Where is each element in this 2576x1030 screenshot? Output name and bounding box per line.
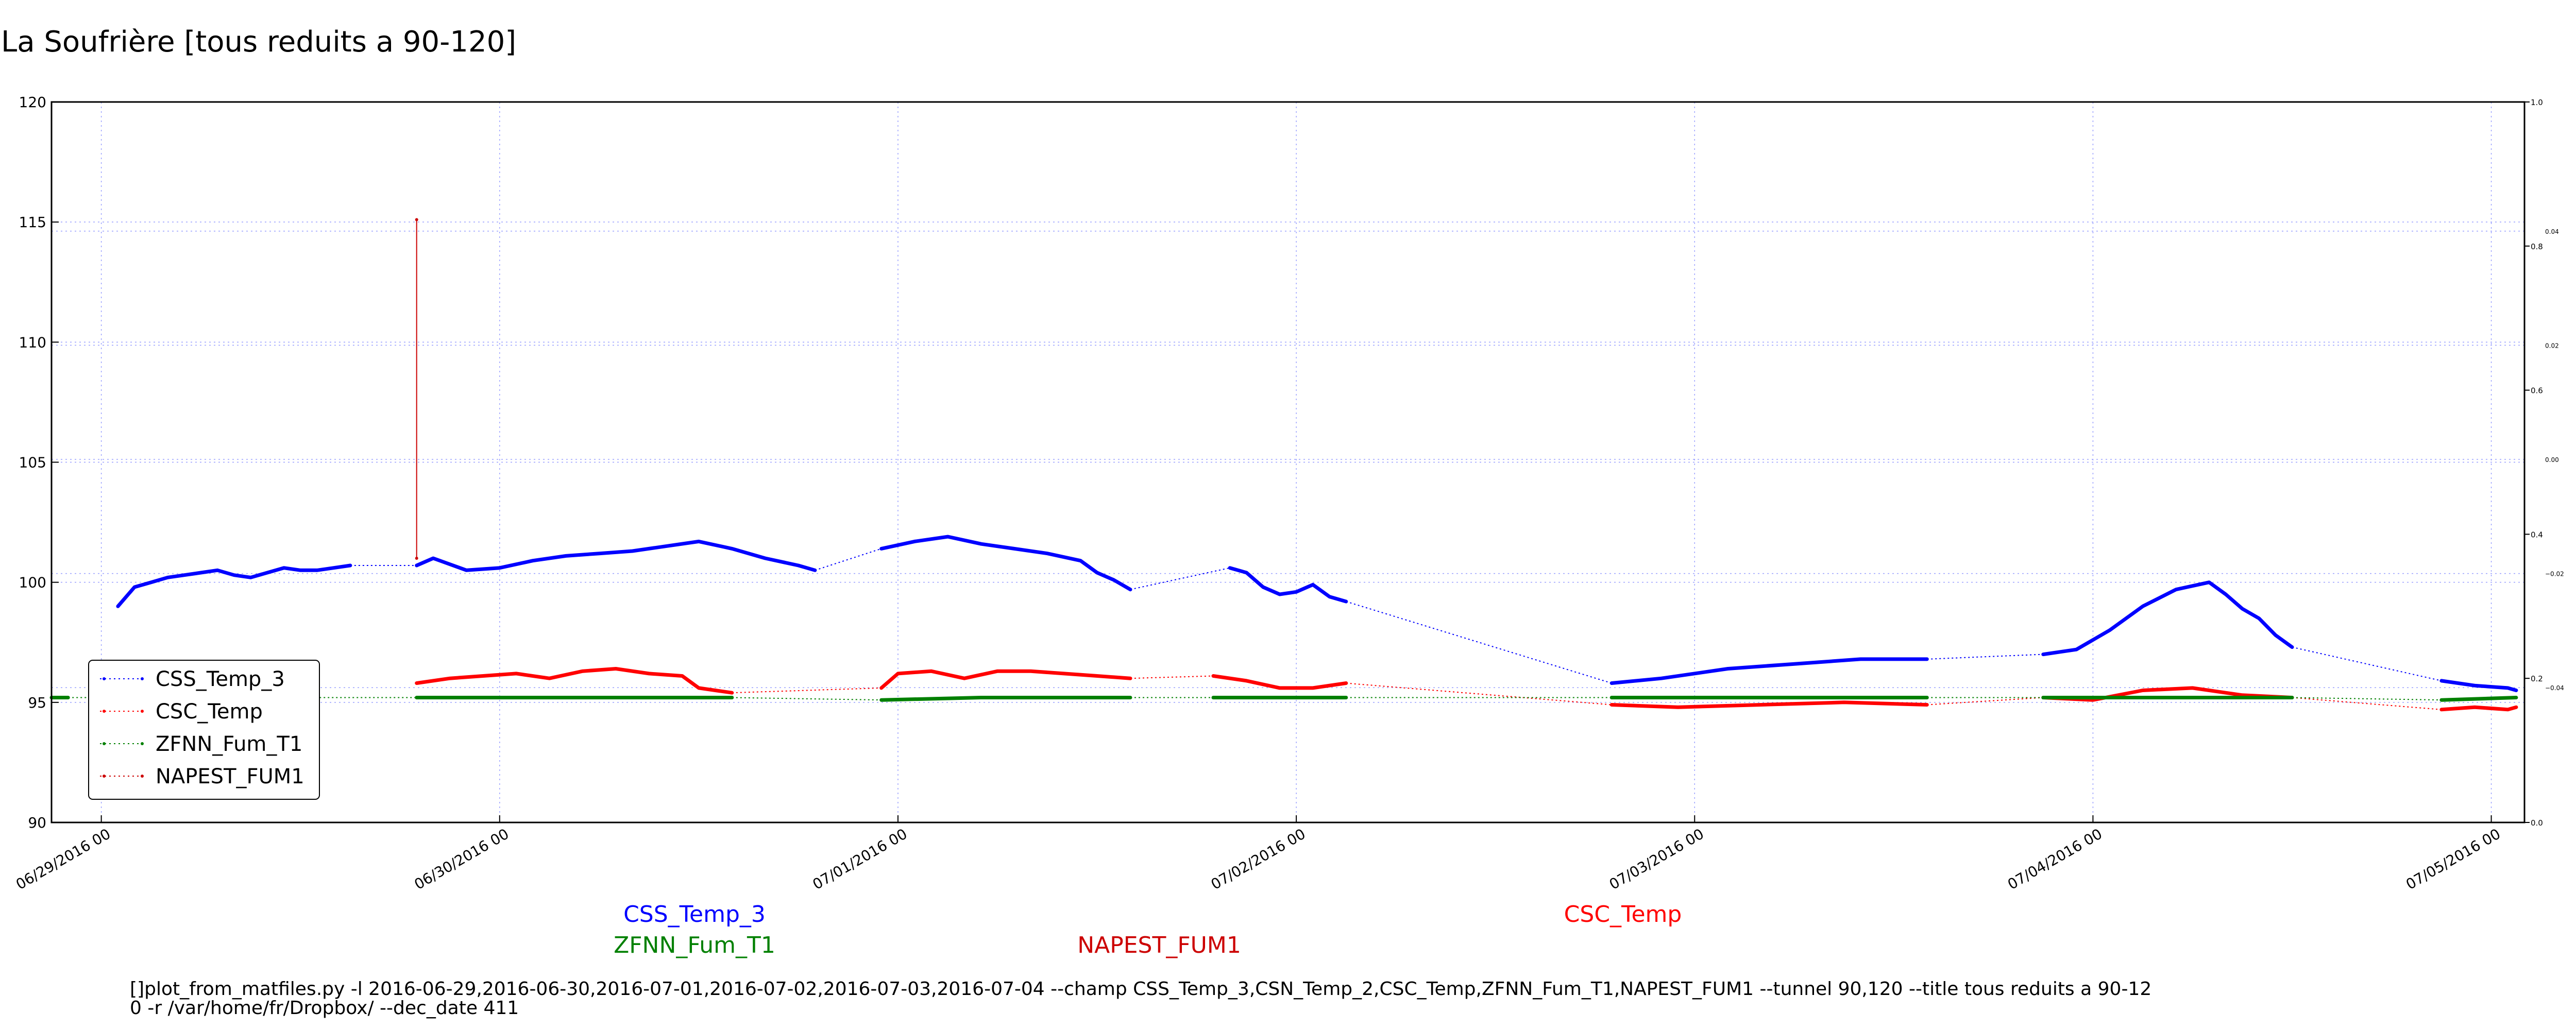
- right-inner-tick-label: 0.04: [2545, 228, 2559, 235]
- y-tick-label: 120: [19, 94, 46, 111]
- legend-marker: [103, 775, 106, 778]
- series-line-segment: [415, 667, 734, 695]
- series-line-segment: [2041, 686, 2294, 702]
- series-line-segment: [116, 563, 352, 608]
- grid: [52, 102, 2524, 822]
- series-connector: [1927, 697, 2043, 706]
- y-tick-label: 100: [19, 574, 46, 591]
- right-tick-label: 0.2: [2531, 674, 2543, 683]
- right-axis: 0.0 0.2 0.4 0.6 0.8 1.0 −0.04 −0.02 0.00 0.02 0.04: [2524, 98, 2564, 828]
- x-tick-label: 07/04/2016 00: [2005, 825, 2105, 893]
- series-line-segment: [2439, 705, 2518, 712]
- series-zfnn-fum-t1: [49, 696, 2518, 702]
- legend-label: CSC_Temp: [156, 700, 263, 724]
- right-tick-label: 0.6: [2531, 386, 2543, 396]
- legend-box: [88, 660, 320, 800]
- series-connector: [732, 697, 882, 701]
- bottom-series-label: CSS_Temp_3: [623, 901, 766, 928]
- series-line-segment: [2041, 580, 2294, 657]
- series-connector: [815, 548, 882, 571]
- series-line-segment: [879, 696, 1132, 702]
- y-tick-label: 90: [28, 814, 46, 831]
- series-line-segment: [415, 539, 817, 572]
- series-connectors: [68, 548, 2442, 710]
- right-tick-label: 1.0: [2531, 98, 2543, 107]
- series-line-segment: [879, 669, 1132, 690]
- series-line-segment: [2439, 679, 2518, 692]
- series-line-segment: [879, 535, 1132, 592]
- series-line-segment: [1211, 674, 1348, 690]
- legend-marker: [141, 677, 144, 680]
- series-connector: [2292, 697, 2442, 701]
- right-inner-tick-label: 0.02: [2545, 342, 2559, 349]
- legend-label: NAPEST_FUM1: [156, 765, 304, 788]
- bottom-series-label: ZFNN_Fum_T1: [614, 932, 775, 958]
- x-tick-label: 07/05/2016 00: [2403, 825, 2503, 893]
- series-point: [415, 218, 418, 221]
- x-tick-label: 07/01/2016 00: [810, 825, 910, 893]
- series-css-temp-3: [116, 535, 2518, 692]
- x-tick-label: 07/02/2016 00: [1208, 825, 1309, 893]
- series-napest-fum1: [415, 218, 418, 560]
- legend-marker: [103, 677, 106, 680]
- legend-marker: [141, 742, 144, 745]
- right-inner-tick-label: 0.00: [2545, 456, 2559, 464]
- legend-marker: [103, 710, 106, 713]
- legend: CSS_Temp_3 CSC_Temp ZFNN_Fum_T1 NAPEST_FUM1: [88, 660, 320, 800]
- bottom-series-labels: CSS_Temp_3 ZFNN_Fum_T1 NAPEST_FUM1 CSC_Temp: [614, 901, 1682, 958]
- right-inner-tick-label: −0.02: [2545, 571, 2564, 578]
- right-inner-tick-label: −0.04: [2545, 684, 2564, 692]
- y-tick-label: 95: [28, 694, 46, 711]
- series-line-segment: [1609, 700, 1929, 709]
- right-axis-grid: [52, 231, 2524, 688]
- series-connector: [1346, 601, 1612, 684]
- legend-marker: [103, 742, 106, 745]
- x-tick-label: 07/03/2016 00: [1606, 825, 1707, 893]
- series-connector: [2292, 646, 2442, 681]
- bottom-series-label: CSC_Temp: [1564, 901, 1682, 928]
- command-line-1: []plot_from_matfiles.py -l 2016-06-29,20…: [130, 978, 2151, 1000]
- series-connector: [1130, 567, 1230, 590]
- legend-marker: [141, 775, 144, 778]
- legend-label: CSS_Temp_3: [156, 667, 285, 691]
- x-tick-label: 06/29/2016 00: [13, 825, 113, 893]
- command-line-2: 0 -r /var/home/fr/Dropbox/ --dec_date 41…: [130, 998, 519, 1019]
- bottom-series-label: NAPEST_FUM1: [1077, 932, 1241, 958]
- series-connector: [2292, 697, 2442, 710]
- series-connector: [1927, 654, 2043, 660]
- series-line-segment: [1228, 566, 1348, 604]
- y-tick-label: 115: [19, 214, 46, 231]
- legend-label: ZFNN_Fum_T1: [156, 732, 302, 756]
- series-point: [415, 557, 418, 560]
- legend-marker: [141, 710, 144, 713]
- series-connector: [1346, 682, 1612, 706]
- right-tick-label: 0.8: [2531, 242, 2543, 251]
- y-axis: 90 95 100 105 110 115 120: [19, 94, 59, 831]
- series-line-segment: [2439, 696, 2518, 702]
- series-lines: [49, 218, 2518, 712]
- y-tick-label: 110: [19, 334, 46, 351]
- x-axis: 06/29/2016 00 06/30/2016 00 07/01/2016 00 0…: [13, 815, 2503, 893]
- right-tick-label: 0.0: [2531, 818, 2543, 828]
- chart-title: La Soufrière [tous reduits a 90-120]: [1, 25, 516, 59]
- series-csc-temp: [415, 667, 2518, 712]
- series-connector: [1130, 675, 1214, 679]
- series-connector: [732, 687, 882, 694]
- right-tick-label: 0.4: [2531, 530, 2543, 539]
- series-line-segment: [1609, 657, 1929, 685]
- y-tick-label: 105: [19, 454, 46, 471]
- x-tick-label: 06/30/2016 00: [411, 825, 512, 893]
